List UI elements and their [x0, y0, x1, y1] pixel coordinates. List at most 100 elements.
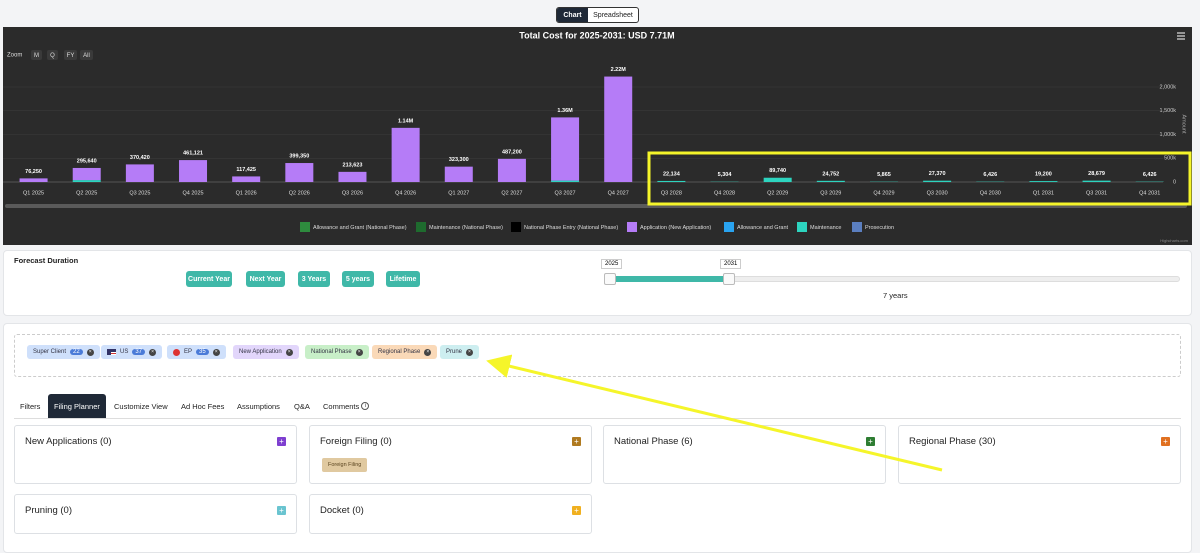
bar-segment	[764, 178, 792, 182]
planner-card: Pruning (0)+	[14, 494, 297, 534]
add-button[interactable]: +	[572, 506, 581, 515]
tab-label: Assumptions	[237, 402, 280, 411]
total-label: 487,200	[502, 149, 522, 155]
bar-segment	[498, 159, 526, 182]
legend-label[interactable]: Allowance and Grant	[737, 225, 789, 231]
total-label: 6,426	[1143, 172, 1157, 178]
add-button[interactable]: +	[277, 437, 286, 446]
chip-remove[interactable]: ×	[356, 349, 363, 356]
bar-segment	[73, 180, 101, 182]
tab[interactable]: Filing Planner	[48, 394, 106, 418]
planner-card: Regional Phase (30)+	[898, 425, 1181, 484]
x-tick-label: Q4 2029	[873, 190, 894, 196]
bar-segment	[1083, 181, 1111, 182]
legend-swatch	[724, 222, 734, 232]
legend-label[interactable]: Application (New Application)	[640, 225, 711, 231]
legend-label[interactable]: Maintenance (National Phase)	[429, 225, 503, 231]
bar-segment	[551, 117, 579, 180]
bar-segment	[551, 181, 579, 182]
ep-icon	[173, 349, 180, 356]
duration-button[interactable]: 3 Years	[298, 271, 330, 287]
menu-icon[interactable]	[1177, 33, 1185, 39]
add-button[interactable]: +	[572, 437, 581, 446]
legend-label[interactable]: Maintenance	[810, 225, 842, 231]
legend-label[interactable]: National Phase Entry (National Phase)	[524, 225, 618, 231]
legend-label[interactable]: Prosecution	[865, 225, 894, 231]
add-button[interactable]: +	[866, 437, 875, 446]
filter-chip[interactable]: Regional Phase×	[372, 345, 437, 359]
card-tag[interactable]: Foreign Filing	[322, 458, 367, 472]
legend-label[interactable]: Allowance and Grant (National Phase)	[313, 225, 407, 231]
filter-chip[interactable]: Prune ×	[440, 345, 479, 359]
add-button[interactable]: +	[1161, 437, 1170, 446]
x-tick-label: Q1 2027	[448, 190, 469, 196]
duration-button[interactable]: Next Year	[246, 271, 285, 287]
chart-title: Total Cost for 2025-2031: USD 7.71M	[519, 30, 674, 40]
toggle-chart[interactable]: Chart	[557, 8, 588, 22]
y-axis-title: Amount	[1181, 115, 1187, 134]
x-tick-label: Q3 2025	[129, 190, 150, 196]
filter-chip[interactable]: New Application×	[233, 345, 299, 359]
duration-button[interactable]: Current Year	[186, 271, 232, 287]
tab-underline	[14, 418, 1181, 419]
chart-panel: Total Cost for 2025-2031: USD 7.71M Zoom…	[3, 27, 1192, 245]
filter-chip[interactable]: National Phase×	[305, 345, 369, 359]
zoom-button-label: FY	[67, 53, 75, 59]
slider-handle[interactable]	[604, 273, 616, 285]
x-tick-label: Q4 2028	[714, 190, 735, 196]
y-tick-label: 2,000k	[1159, 84, 1176, 90]
total-label: 1.14M	[398, 118, 414, 124]
y-tick-label: 1,000k	[1159, 132, 1176, 138]
scrollbar	[5, 204, 1187, 208]
chip-count: 37	[132, 349, 145, 355]
card-title: National Phase (6)	[614, 436, 693, 447]
total-label: 24,752	[822, 171, 839, 177]
page: { "view_toggle": ["Chart", "Spreadsheet"…	[0, 0, 1200, 541]
tab[interactable]: Customize View	[108, 394, 174, 418]
zoom-button-label: Q	[50, 53, 55, 59]
duration-button[interactable]: Lifetime	[386, 271, 420, 287]
bar-segment	[285, 163, 313, 182]
range-start: 2025	[601, 259, 622, 269]
zoom-button-label: All	[83, 53, 90, 59]
planner-card: New Applications (0) +	[14, 425, 297, 484]
add-button[interactable]: +	[277, 506, 286, 515]
chip-label: Prune	[446, 349, 462, 355]
chip-remove[interactable]: ×	[149, 349, 156, 356]
bar-segment	[604, 77, 632, 182]
total-label: 89,740	[769, 168, 786, 174]
chip-remove[interactable]: ×	[87, 349, 94, 356]
chip-remove[interactable]: ×	[466, 349, 473, 356]
planner-card: National Phase (6) +	[603, 425, 886, 484]
bar-segment	[179, 160, 207, 182]
chip-label: Super Client	[33, 349, 66, 355]
card-title: New Applications (0)	[25, 436, 112, 447]
tab-label: Filing Planner	[54, 402, 100, 411]
total-label: 28,679	[1088, 171, 1105, 177]
toggle-spreadsheet[interactable]: Spreadsheet	[588, 8, 638, 22]
credit: Highcharts.com	[1160, 238, 1188, 243]
x-tick-label: Q1 2025	[23, 190, 44, 196]
total-label: 323,300	[449, 157, 469, 163]
slider-handle[interactable]	[723, 273, 735, 285]
chip-remove[interactable]: ×	[286, 349, 293, 356]
x-tick-label: Q3 2027	[555, 190, 576, 196]
card-title: Docket (0)	[320, 505, 364, 516]
card-title: Foreign Filing (0)	[320, 436, 392, 447]
tab[interactable]: Q&A	[288, 394, 316, 418]
tab[interactable]: Assumptions	[231, 394, 286, 418]
total-label: 2.22M	[611, 67, 627, 73]
tab[interactable]: Ad Hoc Fees	[175, 394, 230, 418]
view-toggle: Chart Spreadsheet	[556, 7, 639, 23]
x-tick-label: Q4 2026	[395, 190, 416, 196]
chip-remove[interactable]: ×	[424, 349, 431, 356]
chip-remove[interactable]: ×	[213, 349, 220, 356]
planner-card: Docket (0) +	[309, 494, 592, 534]
total-label: 295,640	[77, 158, 97, 164]
duration-button[interactable]: 5 years	[342, 271, 374, 287]
tab[interactable]: Filters	[14, 394, 46, 418]
